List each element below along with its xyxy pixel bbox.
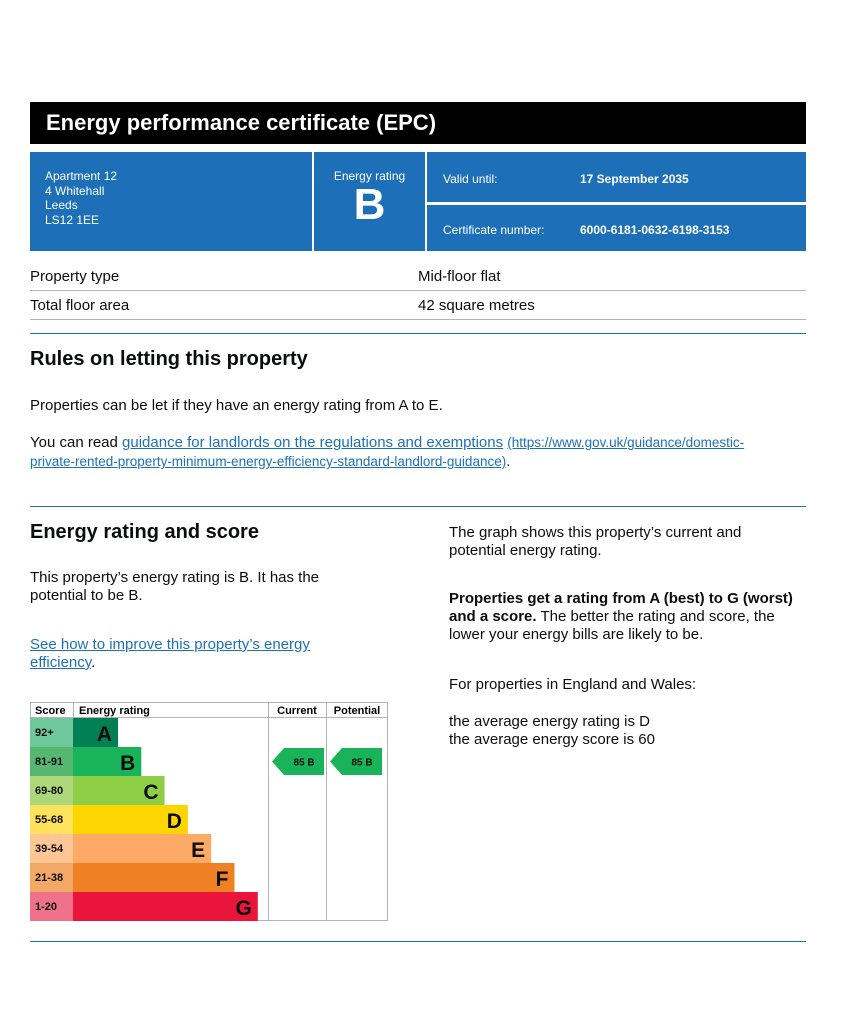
potential-rating-marker-arrow <box>330 748 382 775</box>
rating-scale-text: The better the rating and score, the <box>536 608 775 625</box>
potential-rating-marker-label: 85 B <box>351 758 372 769</box>
valid-until-box: Valid until: 17 September 2035 <box>427 152 806 202</box>
property-type-value: Mid-floor flat <box>418 268 501 285</box>
average-ratings: the average energy rating is D the avera… <box>449 713 655 749</box>
guidance-paragraph-line2: private-rented-property-minimum-energy-e… <box>30 453 510 471</box>
rating-band-bar-b <box>73 747 142 776</box>
rating-band-letter: C <box>143 781 158 804</box>
page-title: Energy performance certificate (EPC) <box>30 102 806 144</box>
letting-paragraph: Properties can be let if they have an en… <box>30 397 443 414</box>
score-range-label: 55-68 <box>35 814 63 826</box>
rating-scale-explanation: Properties get a rating from A (best) to… <box>449 590 793 644</box>
rating-statement-line: potential to be B. <box>30 587 143 604</box>
guidance-url-link-cont[interactable]: private-rented-property-minimum-energy-e… <box>30 454 507 469</box>
score-band-cell <box>30 747 73 776</box>
score-band-cell <box>30 776 73 805</box>
guidance-url-link[interactable]: (https://www.gov.uk/guidance/domestic- <box>507 435 745 450</box>
floor-area-row: Total floor area 42 square metres <box>30 291 806 320</box>
rating-band-bar-f <box>73 863 235 892</box>
score-range-label: 81-91 <box>35 756 63 768</box>
rating-band-letter: A <box>97 723 112 746</box>
floor-area-label: Total floor area <box>30 297 130 314</box>
potential-column-header: Potential <box>334 705 380 717</box>
average-score-line: the average energy score is 60 <box>449 731 655 748</box>
address-line: Leeds <box>45 198 78 212</box>
score-range-label: 39-54 <box>35 843 64 855</box>
england-wales-text: For properties in England and Wales: <box>449 676 697 693</box>
guidance-paragraph: You can read guidance for landlords on t… <box>30 434 806 452</box>
current-column-header: Current <box>277 705 317 717</box>
rating-scale-bold: and a score. <box>449 608 537 625</box>
energy-rating-value: B <box>353 180 386 229</box>
energy-rating-chart: Score Energy rating Current Potential 92… <box>30 702 388 921</box>
score-band-cell <box>30 805 73 834</box>
rating-scale-bold: Properties get a rating from A (best) to… <box>449 590 793 607</box>
rating-band-letter: E <box>191 839 205 862</box>
score-range-label: 21-38 <box>35 872 63 884</box>
rating-band-letter: D <box>167 810 182 833</box>
score-heading: Energy rating and score <box>30 521 259 543</box>
improve-link-suffix: . <box>91 654 96 671</box>
score-band-cell <box>30 892 73 921</box>
rating-column-header: Energy rating <box>79 705 150 717</box>
score-band-cell <box>30 863 73 892</box>
certificate-number-value: 6000-6181-0632-6198-3153 <box>580 223 730 237</box>
address-line: LS12 1EE <box>45 212 100 227</box>
rating-statement: This property’s energy rating is B. It h… <box>30 569 319 605</box>
rating-scale-text: lower your energy bills are likely to be… <box>449 626 704 643</box>
score-column-header: Score <box>35 705 66 717</box>
score-range-label: 1-20 <box>35 901 57 913</box>
rating-statement-line: This property’s energy rating is B. It h… <box>30 569 320 586</box>
letting-heading: Rules on letting this property <box>30 348 308 370</box>
guidance-link[interactable]: guidance for landlords on the regulation… <box>122 434 504 451</box>
improve-efficiency-link[interactable]: See how to improve this property’s energ… <box>30 636 310 653</box>
rating-band-letter: G <box>235 897 251 920</box>
rating-band-letter: F <box>216 868 229 891</box>
graph-explanation-line: The graph shows this property’s current … <box>449 524 742 541</box>
rating-band-bar-e <box>73 834 212 863</box>
property-type-label: Property type <box>30 268 120 285</box>
floor-area-value: 42 square metres <box>418 297 535 314</box>
current-rating-marker-arrow <box>272 748 324 775</box>
valid-until-label: Valid until: <box>443 172 498 186</box>
section-divider <box>30 333 806 334</box>
section-divider <box>30 941 806 942</box>
property-address: Apartment 12 4 Whitehall Leeds LS12 1EE <box>30 152 312 251</box>
address-line: 4 Whitehall <box>45 183 105 198</box>
rating-band-bar-d <box>73 805 188 834</box>
score-band-cell <box>30 718 73 747</box>
rating-band-bar-c <box>73 776 165 805</box>
graph-explanation-line: potential energy rating. <box>449 542 602 559</box>
improve-link-block: See how to improve this property’s energ… <box>30 636 310 672</box>
score-band-cell <box>30 834 73 863</box>
score-range-label: 92+ <box>35 727 54 739</box>
section-divider <box>30 506 806 507</box>
energy-rating-label: Energy rating <box>333 169 406 183</box>
guidance-suffix: . <box>506 453 511 470</box>
score-range-label: 69-80 <box>35 785 63 797</box>
address-line: Apartment 12 <box>45 169 118 183</box>
average-rating-line: the average energy rating is D <box>449 713 650 730</box>
current-rating-marker-label: 85 B <box>293 758 314 769</box>
valid-until-value: 17 September 2035 <box>580 172 689 186</box>
certificate-number-box: Certificate number: 6000-6181-0632-6198-… <box>427 205 806 251</box>
rating-band-bar-g <box>73 892 258 921</box>
improve-efficiency-link-cont[interactable]: efficiency <box>30 654 92 671</box>
energy-rating-box: Energy rating B <box>314 152 425 251</box>
graph-explanation: The graph shows this property’s current … <box>449 524 741 560</box>
guidance-prefix: You can read <box>30 434 123 451</box>
rating-band-bar-a <box>73 718 118 747</box>
rating-band-letter: B <box>120 752 135 775</box>
certificate-number-label: Certificate number: <box>443 223 545 237</box>
property-type-row: Property type Mid-floor flat <box>30 262 806 291</box>
